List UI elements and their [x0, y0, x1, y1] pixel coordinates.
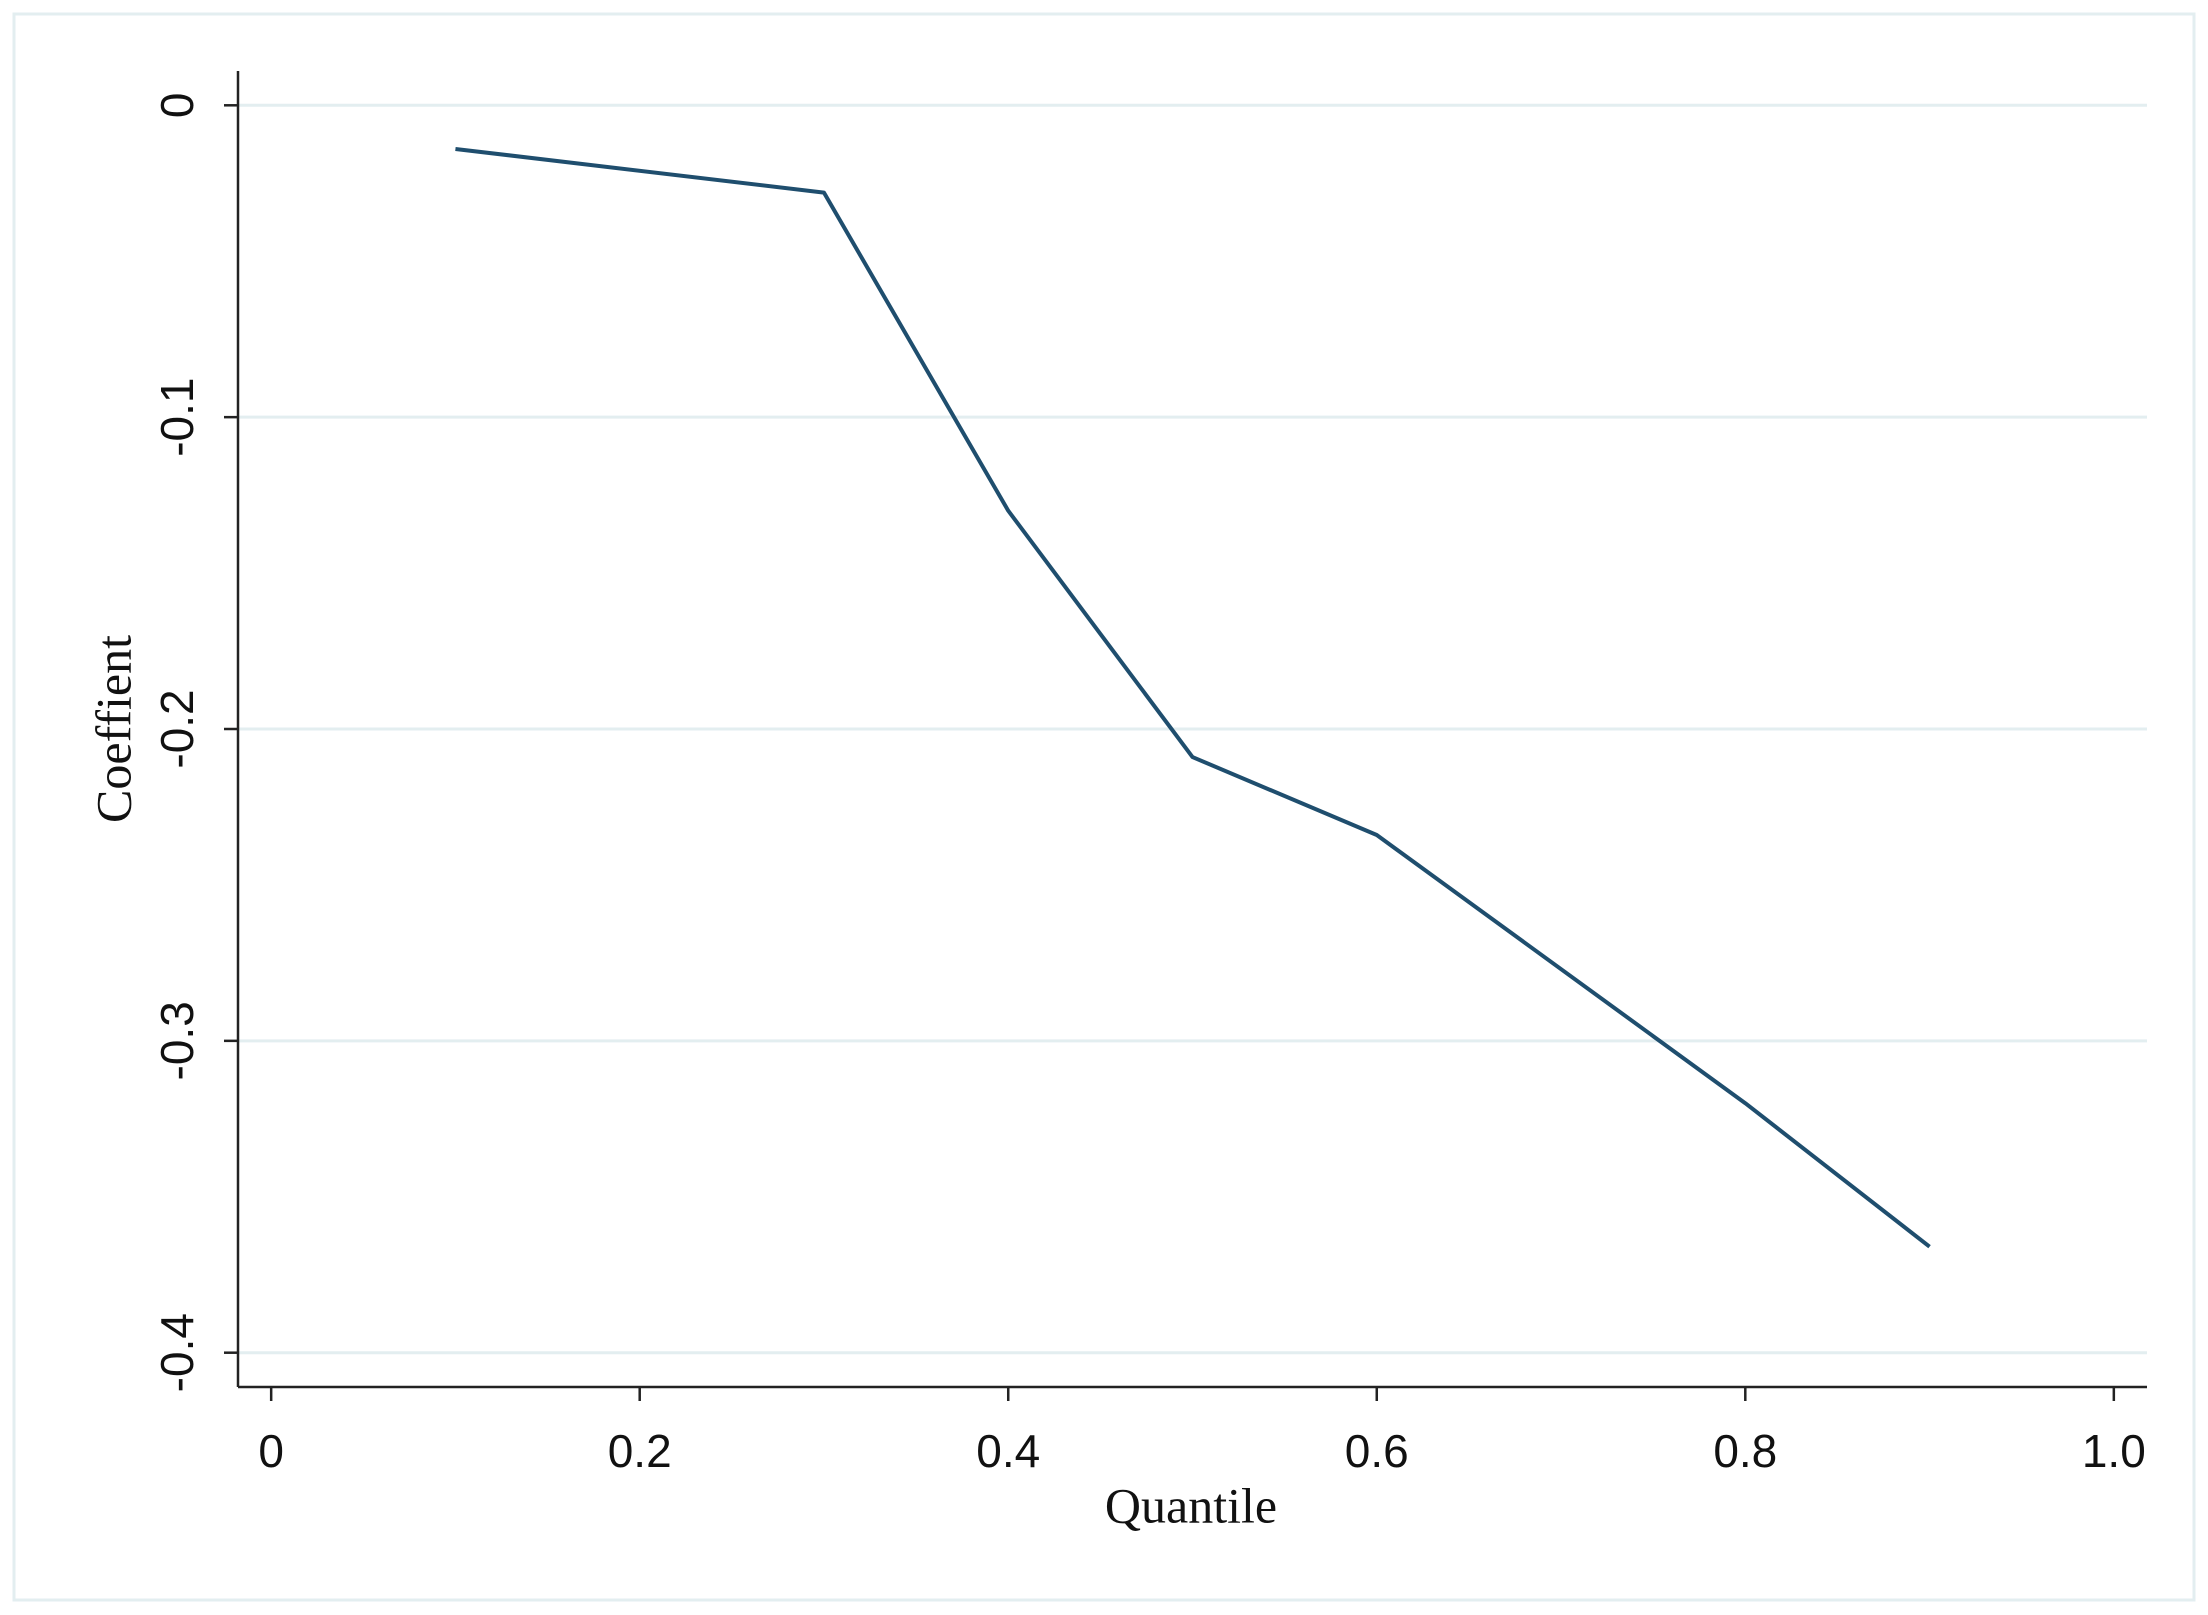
x-tick-label: 0.8: [1713, 1425, 1777, 1477]
series-line: [455, 146, 1931, 1249]
x-tick-label: 0.6: [1345, 1425, 1409, 1477]
x-axis-title: Quantile: [1105, 1477, 1277, 1533]
frame: [12, 12, 2196, 1602]
y-tick-label: -0.4: [151, 1313, 203, 1392]
y-axis-title: Coeffient: [85, 635, 141, 823]
y-tick-label: -0.2: [151, 689, 203, 768]
y-tick-label: -0.1: [151, 378, 203, 457]
y-tick-label: 0: [151, 93, 203, 119]
x-tick-label: 0: [258, 1425, 284, 1477]
y-tick-label: -0.3: [151, 1001, 203, 1080]
x-tick-label: 1.0: [2082, 1425, 2146, 1477]
x-tick-label: 0.4: [976, 1425, 1040, 1477]
x-tick-label: 0.2: [608, 1425, 672, 1477]
